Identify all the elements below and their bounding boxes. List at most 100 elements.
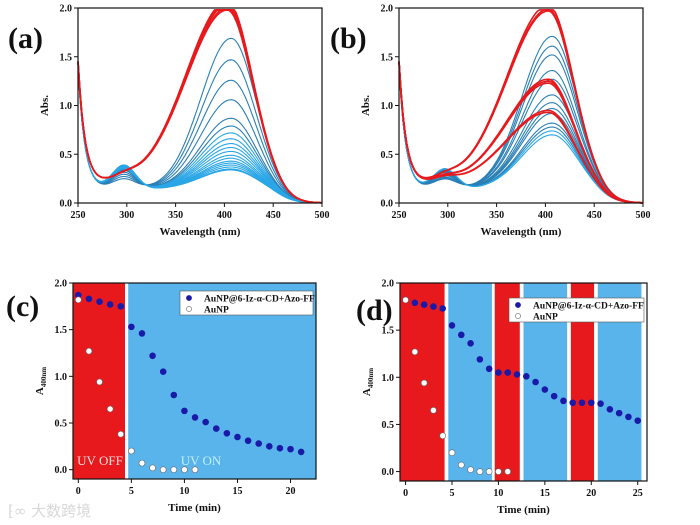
x-tick-label: 20 — [286, 486, 296, 497]
x-axis-label: Wavelength (nm) — [481, 226, 562, 238]
aunp-data-point — [476, 468, 484, 475]
hybrid-data-point — [448, 322, 456, 329]
uv-on-spectrum-4 — [398, 67, 644, 204]
y-tick-label: 0.5 — [55, 419, 68, 430]
x-tick-label: 350 — [168, 210, 183, 221]
hybrid-data-point — [181, 407, 188, 415]
uv-on-spectrum-10 — [398, 67, 643, 204]
y-tick-label: 2.0 — [382, 279, 395, 290]
uv-on-spectrum-8 — [398, 67, 643, 204]
hybrid-data-point — [634, 417, 642, 424]
uv-on-annotation: UV ON — [181, 453, 222, 468]
aunp-data-point — [181, 466, 188, 473]
y-tick-label: 0.0 — [60, 199, 73, 210]
panel-label: (d) — [356, 294, 393, 327]
aunp-data-point — [149, 464, 156, 472]
aunp-data-point — [485, 468, 493, 475]
uv-off-spectrum-5 — [398, 61, 643, 204]
uv-on-spectrum-18 — [77, 67, 322, 204]
uv-on-spectrum-10 — [77, 67, 323, 204]
x-tick-label: 250 — [392, 210, 407, 221]
y-tick-label: 2.0 — [381, 4, 394, 15]
legend-entry: AuNP@6-Iz-α-CD+Azo-FF — [204, 295, 315, 305]
y-tick-label: 1.0 — [55, 372, 68, 383]
legend-entry: AuNP — [533, 313, 558, 323]
aunp-data-point — [402, 296, 409, 304]
uv-on-spectrum-7 — [77, 67, 323, 204]
x-tick-label: 20 — [586, 488, 596, 499]
y-tick-label: 1.5 — [382, 326, 395, 337]
uv-off-spectrum-2 — [398, 9, 644, 204]
hybrid-data-point — [522, 373, 530, 380]
y-tick-label: 0.0 — [381, 199, 394, 210]
x-tick-label: 0 — [403, 488, 408, 499]
hybrid-data-point — [117, 303, 125, 310]
hybrid-data-point — [85, 295, 93, 303]
hybrid-data-point — [244, 437, 252, 445]
panel-label: (a) — [8, 22, 43, 55]
hybrid-data-point — [625, 413, 632, 421]
hybrid-data-point — [223, 429, 231, 437]
uv-on-spectrum-12 — [77, 67, 323, 204]
uv-on-spectrum-3 — [398, 67, 644, 204]
hybrid-data-point — [476, 356, 484, 363]
hybrid-data-point — [532, 378, 539, 386]
hybrid-data-point — [495, 369, 502, 376]
x-tick-label: 250 — [71, 210, 86, 221]
aunp-data-point — [495, 468, 502, 475]
legend-open-marker-icon — [515, 313, 521, 319]
uv-on-spectrum-6 — [77, 67, 323, 204]
legend-filled-marker-icon — [186, 295, 192, 301]
x-tick-label: 300 — [119, 210, 134, 221]
uv-on-spectrum-11 — [398, 67, 644, 204]
panel-a: 250 300 350 400 450 500 0.0 0.5 1.0 1.5 2.0 Wavelen… — [8, 4, 330, 239]
hybrid-data-point — [587, 399, 595, 407]
y-tick-label: 1.5 — [60, 52, 73, 63]
uv-off-band — [570, 283, 595, 481]
y-tick-label: 2.0 — [60, 4, 73, 15]
y-tick-label: 0.5 — [382, 420, 395, 431]
panel-label: (b) — [330, 22, 367, 55]
aunp-data-point — [430, 406, 437, 414]
hybrid-data-point — [234, 433, 241, 441]
uv-on-spectrum-12 — [398, 67, 644, 204]
x-tick-label: 0 — [76, 486, 81, 497]
hybrid-data-point — [297, 448, 305, 456]
y-tick-label: 1.0 — [381, 101, 394, 112]
panel-d: 0 5 10 15 20 25 0.0 0.5 1.0 1.5 2.0 Time (min) A400n… — [356, 279, 648, 516]
x-tick-label: 400 — [217, 210, 232, 221]
x-tick-label: 25 — [633, 488, 643, 499]
hybrid-data-point — [504, 369, 512, 376]
aunp-data-point — [420, 379, 428, 387]
panel-c: 0 5 10 15 20 0.0 0.5 1.0 1.5 2.0 Time (min) A400nm (… — [6, 279, 317, 514]
uv-on-spectrum-15 — [77, 67, 322, 204]
uv-on-spectrum-17 — [77, 67, 322, 204]
aunp-data-point — [439, 432, 447, 440]
hybrid-data-point — [202, 418, 209, 426]
aunp-data-point — [138, 459, 146, 467]
uv-on-spectrum-7 — [398, 67, 643, 204]
hybrid-data-point — [467, 340, 474, 347]
y-tick-label: 0.0 — [55, 465, 68, 476]
uv-on-spectrum-5 — [77, 67, 322, 204]
hybrid-data-point — [485, 365, 493, 373]
watermark-logo: ⁅∞ 大数跨境 — [8, 502, 91, 520]
uv-on-band — [128, 283, 316, 479]
hybrid-data-point — [569, 399, 577, 407]
y-tick-label: 2.0 — [55, 279, 68, 290]
x-tick-label: 450 — [266, 210, 281, 221]
legend-filled-marker-icon — [515, 302, 521, 308]
aunp-data-point — [504, 468, 512, 475]
hybrid-data-point — [170, 391, 178, 399]
hybrid-data-point — [578, 399, 586, 407]
aunp-data-point — [170, 466, 178, 473]
hybrid-data-point — [411, 299, 419, 307]
y-axis-label: A400nm — [34, 367, 48, 395]
panel-label: (c) — [6, 290, 39, 323]
y-axis-label: A400nm — [361, 368, 375, 396]
y-axis-label: Abs. — [360, 95, 372, 116]
uv-on-spectrum-16 — [77, 67, 322, 204]
legend-entry: AuNP — [204, 306, 229, 316]
y-tick-label: 0.0 — [382, 467, 395, 478]
